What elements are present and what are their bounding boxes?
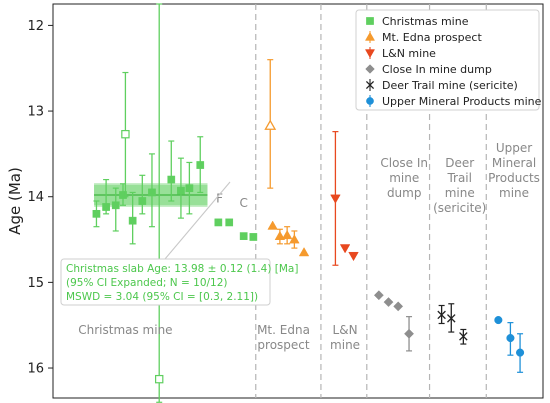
legend-label-3: Close In mine dump bbox=[382, 63, 492, 76]
data-point-0-8 bbox=[155, 374, 164, 384]
series-2 bbox=[264, 59, 310, 257]
point-label-1: C bbox=[239, 196, 247, 210]
legend-label-2: L&N mine bbox=[382, 47, 436, 60]
data-point-2-1 bbox=[267, 220, 278, 230]
data-point-2-4 bbox=[289, 234, 300, 244]
data-point-0-3 bbox=[119, 191, 127, 199]
data-point-0-0 bbox=[92, 209, 101, 218]
data-point-5-0 bbox=[437, 310, 446, 320]
group-label-3: Close In mine dump bbox=[380, 156, 428, 200]
legend-label-4: Deer Trail mine (sericite) bbox=[382, 79, 518, 92]
data-point-0-7 bbox=[148, 188, 156, 197]
legend-marker-1 bbox=[364, 31, 376, 41]
group-label-2: L&N mine bbox=[330, 323, 360, 352]
legend-marker-3 bbox=[365, 64, 375, 74]
legend-marker-4 bbox=[365, 80, 375, 90]
legend-label-1: Mt. Edna prospect bbox=[382, 31, 482, 44]
data-point-1-2 bbox=[239, 232, 248, 240]
data-point-0-11 bbox=[185, 184, 194, 193]
data-point-4-3 bbox=[404, 328, 414, 339]
data-point-0-10 bbox=[177, 186, 185, 195]
data-point-0-5 bbox=[121, 129, 130, 139]
y-tick-label-2: 14 bbox=[27, 190, 44, 205]
legend-marker-2 bbox=[364, 49, 376, 59]
annotation-pointer bbox=[164, 181, 231, 260]
data-point-6-0 bbox=[494, 316, 503, 325]
data-point-2-3 bbox=[281, 229, 293, 240]
y-axis: 12 13 14 15 16 Age (Ma) bbox=[6, 19, 53, 377]
group-label-1: Mt. Edna prospect bbox=[257, 323, 310, 352]
group-label-0: Christmas mine bbox=[78, 323, 172, 337]
data-point-0-2 bbox=[111, 201, 120, 210]
data-point-0-1 bbox=[102, 203, 110, 211]
legend-frame bbox=[355, 9, 540, 111]
group-labels: Christmas mine Mt. Edna prospect L&N mine Clo… bbox=[78, 141, 540, 352]
series-5 bbox=[437, 303, 468, 345]
data-point-1-0 bbox=[214, 218, 223, 227]
annotation-line-0: Christmas slab Age: 13.98 ± 0.12 (1.4) [… bbox=[66, 263, 298, 275]
y-tick-label-3: 15 bbox=[27, 276, 44, 291]
data-point-2-0 bbox=[264, 119, 277, 130]
series-3 bbox=[330, 131, 359, 266]
legend-label-0: Christmas mine bbox=[382, 15, 469, 28]
annotation-box: Christmas slab Age: 13.98 ± 0.12 (1.4) [… bbox=[60, 181, 298, 306]
legend-label-5: Upper Mineral Products mine bbox=[382, 95, 542, 108]
y-axis-title: Age (Ma) bbox=[6, 167, 24, 235]
data-point-2-5 bbox=[298, 247, 310, 257]
series-0 bbox=[92, 3, 205, 403]
data-point-4-0 bbox=[373, 290, 384, 301]
data-point-5-1 bbox=[447, 314, 456, 323]
data-point-2-2 bbox=[274, 230, 286, 240]
group-label-4: Deer Trail mine (sericite) bbox=[433, 156, 486, 215]
annotation-line-1: (95% CI Expanded; N = 10/12) bbox=[66, 277, 228, 289]
annotation-frame bbox=[60, 258, 271, 306]
data-point-3-1 bbox=[339, 244, 351, 254]
annotation-line-2: MSWD = 3.04 (95% CI = [0.3, 2.11]) bbox=[66, 291, 258, 303]
y-tick-label-0: 12 bbox=[27, 19, 44, 34]
data-point-1-1 bbox=[225, 218, 234, 227]
data-point-0-12 bbox=[196, 161, 205, 169]
legend: Christmas mine Mt. Edna prospect L&N mine C… bbox=[355, 9, 542, 111]
legend-marker-0 bbox=[366, 17, 374, 25]
data-point-4-2 bbox=[393, 301, 404, 312]
data-point-4-1 bbox=[383, 297, 394, 308]
data-point-1-3 bbox=[249, 233, 258, 241]
series-4 bbox=[373, 290, 414, 352]
data-point-6-1 bbox=[506, 333, 515, 343]
data-point-3-2 bbox=[348, 251, 359, 262]
y-tick-label-4: 16 bbox=[27, 362, 44, 377]
group-label-5: Upper Mineral Products mine bbox=[488, 141, 540, 200]
data-point-5-2 bbox=[459, 332, 468, 341]
data-point-0-9 bbox=[167, 175, 176, 184]
data-point-3-0 bbox=[330, 194, 341, 204]
legend-marker-5 bbox=[366, 97, 374, 105]
series-6 bbox=[494, 316, 525, 373]
data-point-0-4 bbox=[128, 216, 137, 225]
data-point-0-6 bbox=[138, 197, 147, 205]
data-point-6-2 bbox=[516, 348, 525, 357]
y-tick-label-1: 13 bbox=[27, 105, 44, 120]
point-label-0: F bbox=[216, 192, 223, 206]
